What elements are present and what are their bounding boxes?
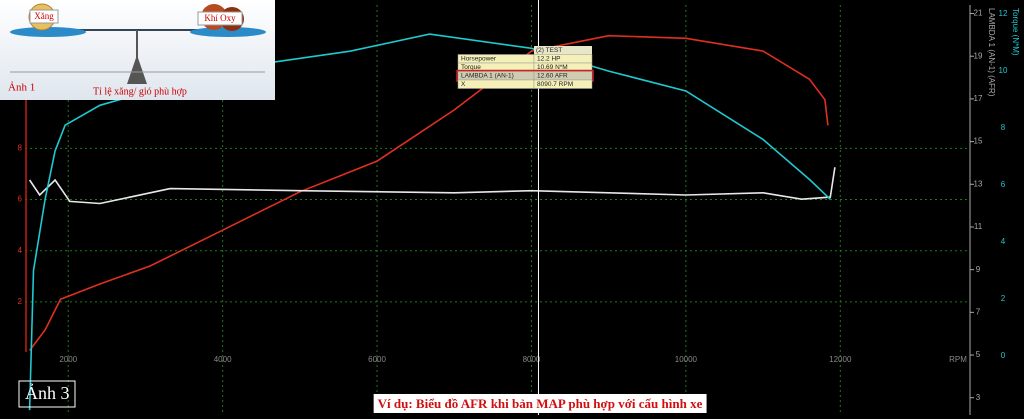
tooltip-text: LAMBDA 1 (AN-1) bbox=[461, 72, 514, 79]
tooltip-text: Torque bbox=[461, 64, 481, 71]
y2-tick-label: 19 bbox=[974, 51, 983, 60]
y-tick-label: 8 bbox=[18, 143, 23, 152]
x-tick-label: 4000 bbox=[214, 355, 232, 364]
y-tick-label: 6 bbox=[18, 195, 23, 204]
tooltip-cell bbox=[457, 79, 535, 89]
y-tick-label: 4 bbox=[18, 246, 23, 255]
inset-text: Khí Oxy bbox=[204, 13, 236, 23]
inset-text: Ảnh 1 bbox=[8, 82, 35, 94]
y2-tick-label: 21 bbox=[974, 9, 983, 18]
tooltip-text: 12.2 HP bbox=[537, 55, 561, 62]
caption: Ví dụ: Biểu đồ AFR khi bản MAP phù hợp v… bbox=[378, 396, 703, 411]
y2-tick-label: 11 bbox=[974, 222, 983, 231]
series-line bbox=[28, 33, 831, 411]
y2-axis-label: LAMBDA 1 (AN-1) (AFR) bbox=[987, 8, 996, 97]
y3-tick-label: 0 bbox=[1001, 351, 1006, 360]
y2-tick-label: 3 bbox=[976, 393, 981, 402]
y2-tick-label: 17 bbox=[974, 94, 983, 103]
tooltip-text: Horsepower bbox=[461, 55, 497, 62]
tooltip-text: X bbox=[461, 81, 466, 88]
y2-tick-label: 15 bbox=[974, 137, 983, 146]
tooltip-cell bbox=[533, 79, 593, 89]
x-axis-label: RPM bbox=[949, 355, 967, 364]
scale-drawing: Xăng Khí Oxy Ảnh 1 Tỉ lệ xăng/ gió phù h… bbox=[8, 3, 266, 97]
x-tick-label: 12000 bbox=[829, 355, 852, 364]
x-tick-label: 10000 bbox=[675, 355, 698, 364]
y3-tick-label: 6 bbox=[1001, 180, 1006, 189]
label-box bbox=[29, 9, 59, 24]
y3-tick-label: 4 bbox=[1001, 237, 1006, 246]
tooltip-title: (2) TEST bbox=[536, 47, 562, 54]
y3-tick-label: 8 bbox=[1001, 123, 1006, 132]
label-box bbox=[197, 11, 243, 26]
pivot bbox=[127, 55, 147, 84]
y3-axis-label: Torque (N*M) bbox=[1011, 8, 1020, 56]
y3-tick-label: 10 bbox=[999, 66, 1008, 75]
pan bbox=[10, 27, 86, 37]
pan bbox=[190, 27, 266, 37]
bottom-label: Ảnh 3 bbox=[25, 383, 70, 403]
inset-text: Tỉ lệ xăng/ gió phù hợp bbox=[93, 86, 187, 97]
tooltip-header bbox=[534, 46, 592, 55]
y-tick-label: 2 bbox=[18, 297, 23, 306]
caption-box bbox=[373, 393, 707, 413]
y3-tick-label: 12 bbox=[999, 9, 1008, 18]
tooltip-text: 8090.7 RPM bbox=[537, 81, 573, 88]
x-tick-label: 8000 bbox=[523, 355, 541, 364]
x-tick-label: 6000 bbox=[368, 355, 386, 364]
tooltip-text: 10.69 N*M bbox=[537, 64, 568, 71]
y3-tick-label: 2 bbox=[1001, 294, 1006, 303]
series-line bbox=[28, 34, 829, 351]
y2-tick-label: 7 bbox=[976, 307, 981, 316]
inset-text: Xăng bbox=[34, 11, 54, 21]
y2-tick-label: 5 bbox=[976, 350, 981, 359]
tooltip-text: 12.60 AFR bbox=[537, 72, 568, 79]
y2-tick-label: 13 bbox=[974, 179, 983, 188]
x-tick-label: 2000 bbox=[59, 355, 77, 364]
label-box bbox=[18, 380, 76, 408]
series-line bbox=[28, 167, 836, 205]
y2-tick-label: 9 bbox=[976, 265, 981, 274]
inset-image: Xăng Khí Oxy Ảnh 1 Tỉ lệ xăng/ gió phù h… bbox=[0, 0, 275, 100]
